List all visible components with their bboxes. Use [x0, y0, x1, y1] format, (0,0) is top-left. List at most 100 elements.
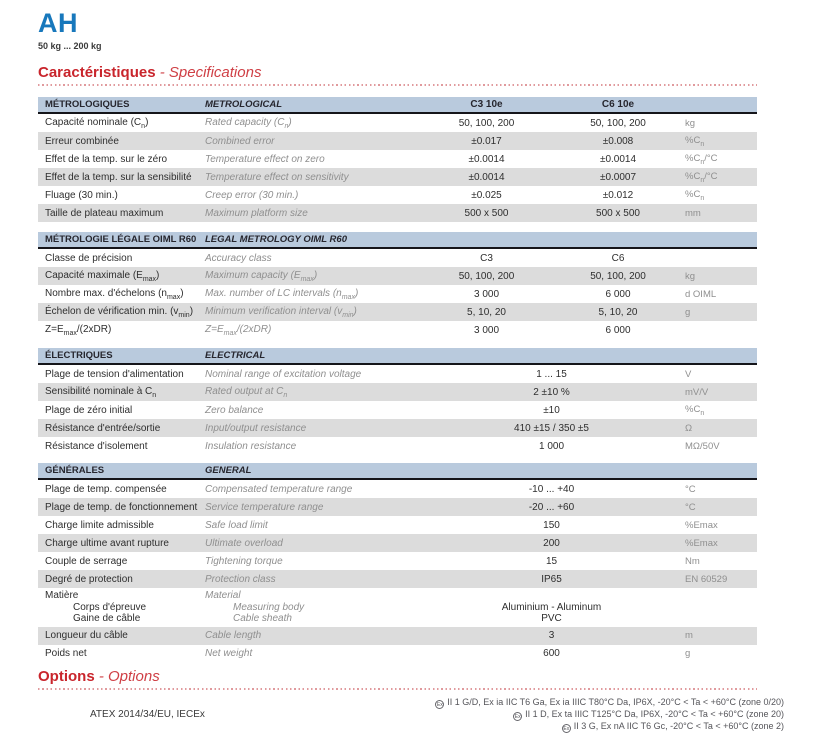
spec-value-c3: C3 — [480, 252, 493, 264]
spec-unit: mm — [685, 207, 701, 219]
spec-label-fr: Résistance d'isolement — [45, 440, 148, 452]
dotted-divider — [38, 84, 757, 86]
spec-row: Résistance d'entrée/sortie Input/output r… — [38, 419, 757, 437]
spec-table: ÉLECTRIQUES ELECTRICAL Plage de tension d'… — [38, 348, 757, 455]
atex-ex-icon: Ex — [513, 712, 523, 721]
spec-label-en: Safe load limit — [205, 519, 268, 531]
spec-value: 2 ±10 % — [533, 386, 570, 398]
spec-row: Sensibilité nominale à Cn Rated output at… — [38, 383, 757, 401]
spec-label-fr: Plage de temp. compensée — [45, 483, 167, 495]
spec-label-en: Zero balance — [205, 404, 264, 416]
table-header-en: LEGAL METROLOGY OIML R60 — [205, 234, 347, 245]
table-header-en: GENERAL — [205, 465, 252, 476]
atex-certification-line: Ex II 1 D, Ex ta IIIC T125°C Da, IP6X, -2… — [38, 709, 784, 721]
spec-label-fr: Degré de protection — [45, 573, 133, 585]
spec-value-c6: ±0.0014 — [599, 153, 637, 165]
spec-label-en: Protection class — [205, 573, 276, 585]
atex-line-text: II 3 G, Ex nA IIC T6 Gc, -20°C < Ta < +6… — [573, 721, 784, 731]
spec-value-c6: ±0.0007 — [599, 171, 637, 183]
spec-row: Plage de zéro initial Zero balance ±10 %Cn — [38, 401, 757, 419]
spec-value-c6: 500 x 500 — [596, 207, 640, 219]
spec-value-c6: 6 000 — [605, 288, 631, 300]
spec-value-c3: 50, 100, 200 — [458, 270, 515, 282]
spec-unit: kg — [685, 270, 696, 282]
spec-value: 600 — [543, 648, 560, 659]
spec-value-c6: ±0.008 — [602, 135, 634, 147]
table-header-fr: ÉLECTRIQUES — [45, 350, 113, 361]
spec-value-c3: ±0.025 — [471, 189, 502, 201]
spec-row: Fluage (30 min.) Creep error (30 min.) ±0.… — [38, 186, 757, 204]
spec-value-c3: 5, 10, 20 — [467, 306, 506, 318]
atex-certification-line: Ex II 1 G/D, Ex ia IIC T6 Ga, Ex ia IIIC … — [38, 697, 784, 709]
spec-value-c6: 5, 10, 20 — [598, 306, 638, 318]
table-header-fr: MÉTROLOGIE LÉGALE OIML R60 — [45, 234, 197, 245]
spec-table-header: MÉTROLOGIE LÉGALE OIML R60 LEGAL METROLOG… — [38, 232, 757, 249]
table-header-col3: C3 10e — [470, 99, 503, 110]
spec-unit: °C — [685, 501, 696, 513]
spec-label-fr: Sensibilité nominale à Cn — [45, 385, 157, 399]
spec-unit: %Cn/°C — [685, 170, 718, 184]
spec-unit: Nm — [685, 555, 700, 567]
spec-label-en: Rated capacity (Cn) — [205, 116, 292, 130]
atex-line-text: II 1 G/D, Ex ia IIC T6 Ga, Ex ia IIIC T8… — [447, 697, 784, 707]
spec-label-en: Z=Emax/(2xDR) — [205, 323, 272, 337]
atex-directive-label: ATEX 2014/34/EU, IECEx — [90, 709, 205, 720]
table-header-en: METROLOGICAL — [205, 99, 283, 110]
specifications-heading-en: - Specifications — [155, 64, 262, 81]
spec-value-c3: 50, 100, 200 — [458, 117, 515, 129]
spec-unit: mV/V — [685, 386, 709, 398]
spec-unit: Ω — [685, 422, 693, 434]
spec-label-en: Ultimate overload — [205, 537, 283, 549]
spec-row: Charge limite admissible Safe load limit 1… — [38, 516, 757, 534]
spec-row: Z=Emax/(2xDR) Z=Emax/(2xDR) 3 000 6 000 — [38, 321, 757, 339]
spec-value-c6: C6 — [611, 252, 625, 264]
spec-value: IP65 — [541, 573, 562, 585]
spec-row: Plage de temp. compensée Compensated temp… — [38, 480, 757, 498]
spec-value: 150 — [543, 519, 560, 531]
spec-label-fr: Charge limite admissible — [45, 519, 154, 531]
spec-label-en: Net weight — [205, 648, 253, 659]
spec-unit: V — [685, 368, 692, 380]
spec-value-c3: ±0.0014 — [468, 153, 505, 165]
spec-label-fr: Plage de temp. de fonctionnement — [45, 501, 198, 513]
options-heading-fr: Options — [38, 667, 95, 685]
spec-value: -10 ... +40 — [528, 483, 575, 495]
spec-table-header: MÉTROLOGIQUES METROLOGICAL C3 10e C6 10e — [38, 97, 757, 114]
spec-row: Échelon de vérification min. (vmin) Minim… — [38, 303, 757, 321]
spec-unit: %Emax — [685, 537, 718, 549]
spec-row: Degré de protection Protection class IP65 E… — [38, 570, 757, 588]
spec-row: Classe de précision Accuracy class C3 C6 — [38, 249, 757, 267]
spec-label-en: Accuracy class — [205, 252, 272, 264]
atex-line-text: II 1 D, Ex ta IIIC T125°C Da, IP6X, -20°… — [525, 709, 784, 719]
spec-unit: %Cn — [685, 134, 705, 148]
spec-unit: %Cn — [685, 403, 705, 417]
spec-unit: %Cn — [685, 188, 705, 202]
table-header-col4: C6 10e — [601, 99, 635, 110]
specifications-heading: Caractéristiques - Specifications — [38, 64, 826, 81]
spec-value-c3: ±0.017 — [471, 135, 502, 147]
spec-label-fr: Plage de tension d'alimentation — [45, 368, 184, 380]
spec-table: MÉTROLOGIE LÉGALE OIML R60 LEGAL METROLOG… — [38, 232, 757, 339]
spec-value: 3 — [548, 630, 555, 641]
spec-label-fr: Erreur combinée — [45, 135, 119, 147]
spec-value-c6: 50, 100, 200 — [590, 270, 646, 282]
options-heading-en: - Options — [94, 667, 160, 685]
spec-value: -20 ... +60 — [528, 501, 575, 513]
spec-table: MÉTROLOGIQUES METROLOGICAL C3 10e C6 10e Cap… — [38, 97, 757, 222]
capacity-range: 50 kg ... 200 kg — [38, 41, 102, 51]
spec-label-en: Rated output at Cn — [205, 385, 288, 399]
spec-unit: °C — [685, 483, 696, 495]
spec-label-fr: Capacité nominale (Cn) — [45, 116, 149, 130]
spec-row: Longueur du câble Cable length 3 m — [38, 626, 757, 645]
spec-label-en: Maximum platform size — [205, 207, 308, 219]
spec-label-en: Combined error — [205, 135, 275, 147]
spec-label-en: Temperature effect on zero — [205, 153, 325, 165]
spec-value-c3: 3 000 — [473, 324, 500, 336]
spec-label-fr: Échelon de vérification min. (vmin) — [45, 305, 194, 319]
spec-label-en: Minimum verification interval (vmin) — [205, 305, 357, 319]
spec-label-fr: Plage de zéro initial — [45, 404, 133, 416]
spec-label-fr: Fluage (30 min.) — [45, 189, 118, 201]
spec-label-en: Maximum capacity (Emax) — [205, 269, 318, 283]
spec-label-fr: Z=Emax/(2xDR) — [45, 323, 112, 337]
